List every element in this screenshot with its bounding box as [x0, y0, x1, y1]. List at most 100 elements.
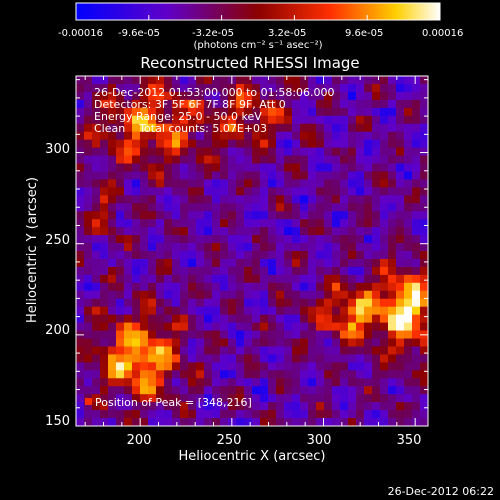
heatmap-cell: [132, 179, 141, 188]
heatmap-cell: [316, 370, 325, 379]
heatmap-cell: [172, 235, 181, 244]
heatmap-cell: [396, 394, 405, 403]
heatmap-cell: [316, 378, 325, 387]
heatmap-cell: [100, 123, 109, 133]
heatmap-cell: [252, 354, 261, 363]
heatmap-cell: [324, 163, 333, 172]
heatmap-cell: [100, 322, 109, 331]
heatmap-cell: [292, 290, 301, 300]
heatmap-cell: [172, 266, 181, 276]
heatmap-cell: [84, 378, 93, 387]
heatmap-cell: [420, 219, 429, 228]
heatmap-cell: [348, 83, 357, 93]
plot-frame: [75, 75, 429, 427]
heatmap-cell: [172, 362, 181, 371]
heatmap-cell: [356, 235, 365, 244]
heatmap-cell: [124, 266, 133, 276]
heatmap-cell: [204, 410, 213, 419]
heatmap-cell: [132, 91, 141, 101]
heatmap-cell: [84, 219, 93, 228]
heatmap-cell: [284, 187, 293, 196]
heatmap-cell: [212, 76, 221, 85]
heatmap-cell: [100, 211, 109, 220]
heatmap-cell: [172, 274, 181, 284]
heatmap-cell: [396, 282, 405, 292]
heatmap-cell: [76, 362, 85, 371]
heatmap-cell: [356, 306, 365, 316]
heatmap-cell: [308, 76, 317, 85]
heatmap-cell: [396, 330, 405, 339]
heatmap-cell: [364, 83, 373, 93]
heatmap-cell: [324, 290, 333, 300]
heatmap-cell: [244, 298, 253, 308]
heatmap-cell: [308, 314, 317, 323]
heatmap-cell: [180, 290, 189, 300]
heatmap-cell: [116, 394, 125, 403]
heatmap-cell: [252, 394, 261, 403]
heatmap-cell: [404, 76, 413, 85]
heatmap-cell: [332, 83, 341, 93]
heatmap-cell: [236, 370, 245, 379]
heatmap-cell: [276, 402, 285, 411]
heatmap-cell: [372, 76, 381, 85]
heatmap-cell: [348, 99, 357, 109]
heatmap-cell: [372, 179, 381, 188]
heatmap-cell: [252, 91, 261, 101]
heatmap-cell: [364, 155, 373, 164]
heatmap-cell: [228, 282, 237, 292]
heatmap-cell: [380, 378, 389, 387]
heatmap-cell: [108, 394, 117, 403]
heatmap-cell: [124, 418, 133, 427]
heatmap-cell: [388, 163, 397, 172]
heatmap-cell: [148, 195, 157, 204]
heatmap-cell: [300, 266, 309, 276]
heatmap-cell: [252, 107, 261, 117]
heatmap-cell: [364, 171, 373, 180]
heatmap-cell: [124, 346, 133, 355]
heatmap-cell: [300, 298, 309, 308]
heatmap-cell: [140, 235, 149, 244]
heatmap-cell: [396, 123, 405, 133]
heatmap-cell: [180, 330, 189, 339]
heatmap-cell: [164, 91, 173, 101]
heatmap-cell: [148, 163, 157, 172]
heatmap-cell: [140, 394, 149, 403]
colorbar-tick-label-4: 9.6e-05: [345, 28, 383, 39]
heatmap-cell: [388, 410, 397, 419]
heatmap-cell: [260, 386, 269, 395]
heatmap-cell: [196, 346, 205, 355]
heatmap-cell: [340, 115, 349, 125]
heatmap-cell: [116, 251, 125, 260]
heatmap-cell: [364, 346, 373, 355]
heatmap-cell: [76, 195, 85, 204]
heatmap-cell: [228, 235, 237, 244]
heatmap-cell: [276, 298, 285, 308]
heatmap-cell: [260, 243, 269, 252]
heatmap-cell: [84, 211, 93, 220]
heatmap-cell: [276, 211, 285, 220]
heatmap-cell: [84, 314, 93, 323]
heatmap-cell: [244, 362, 253, 371]
heatmap-cell: [332, 243, 341, 252]
heatmap-cell: [132, 362, 141, 371]
heatmap-cell: [124, 298, 133, 308]
heatmap-cell: [332, 99, 341, 109]
heatmap-cell: [140, 282, 149, 292]
heatmap-cell: [356, 163, 365, 172]
heatmap-cell: [196, 378, 205, 387]
heatmap-cell: [244, 187, 253, 196]
heatmap-cell: [148, 266, 157, 276]
heatmap-cell: [92, 410, 101, 419]
heatmap-cell: [204, 298, 213, 308]
heatmap-cell: [180, 243, 189, 252]
heatmap-cell: [140, 115, 149, 125]
heatmap-cell: [84, 354, 93, 363]
heatmap-cell: [148, 91, 157, 101]
heatmap-cell: [364, 386, 373, 395]
heatmap-cell: [420, 386, 429, 395]
heatmap-cell: [220, 99, 229, 109]
heatmap-cell: [220, 203, 229, 212]
heatmap-cell: [372, 354, 381, 363]
heatmap-cell: [308, 147, 317, 156]
heatmap-cell: [332, 155, 341, 164]
